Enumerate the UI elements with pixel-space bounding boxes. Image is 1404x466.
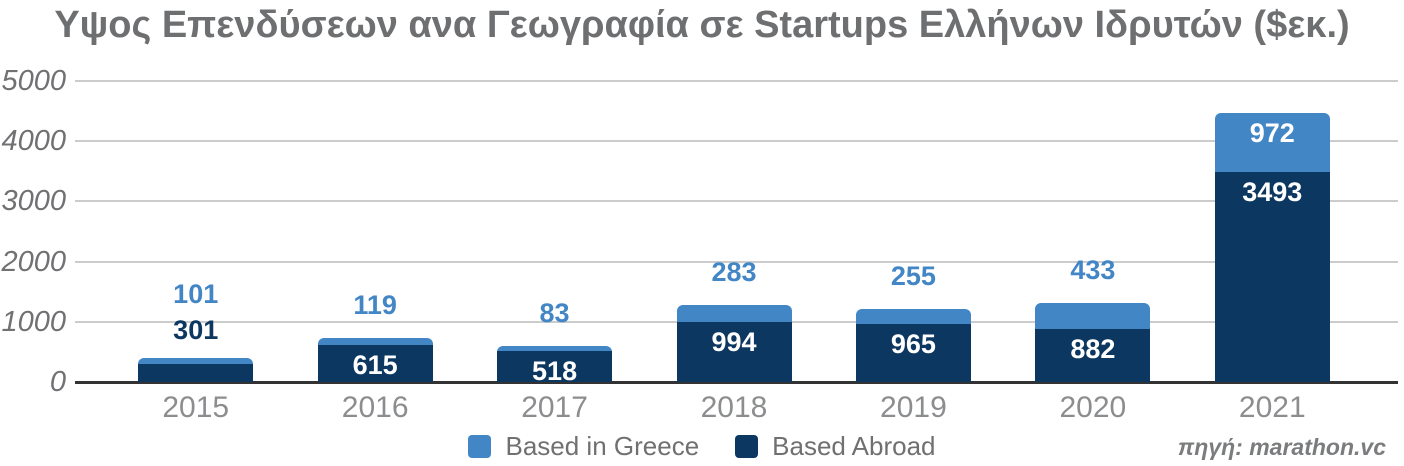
x-axis-tick-label: 2015 [162,391,230,424]
y-axis-tick-label: 1000 [1,305,66,338]
stacked-bar [138,358,254,382]
segment-based-in-greece [138,358,254,364]
legend-swatch [468,434,492,458]
value-label-abroad: 615 [352,350,398,380]
x-axis-tick-label: 2021 [1238,391,1306,424]
segment-based-abroad: 3493 [1214,172,1330,382]
gridline [75,140,1398,143]
segment-based-in-greece [317,338,433,345]
gridline [75,80,1398,82]
gridline [75,200,1398,203]
x-axis-tick-label: 2019 [880,391,947,424]
value-label-greece: 119 [353,290,397,320]
stacked-bar: 882 [1035,303,1151,382]
segment-based-abroad: 615 [317,345,433,382]
source-credit: πηγή: marathon.vc [1177,434,1386,460]
value-label-greece: 83 [539,298,570,328]
segment-based-abroad: 882 [1035,329,1151,382]
stacked-bar: 518 [497,346,613,383]
value-label-greece: 972 [1249,118,1295,148]
value-label-greece: 101 [173,279,219,309]
value-label-abroad: 3493 [1242,177,1303,207]
y-axis-tick-label: 2000 [1,245,66,278]
x-axis-tick-label: 2016 [341,391,409,424]
legend: Based in Greece Based Abroad [0,433,1404,459]
segment-based-in-greece: 972 [1214,113,1330,172]
segment-based-in-greece [676,305,792,322]
segment-based-in-greece [497,346,613,351]
segment-based-in-greece [1035,303,1151,329]
value-label-greece: 433 [1070,255,1116,285]
stacked-bar: 965 [855,309,971,382]
legend-item: Based Abroad [735,431,936,461]
legend-label: Based in Greece [505,431,700,461]
value-label-abroad: 994 [711,327,757,357]
legend-item: Based in Greece [468,433,699,459]
legend-swatch [735,434,759,458]
x-axis-tick-label: 2018 [700,391,768,424]
value-label-abroad: 301 [173,315,219,345]
segment-based-in-greece [855,309,971,324]
x-axis-tick-label: 2020 [1059,391,1127,424]
value-label-abroad: 882 [1070,334,1116,364]
x-axis-tick-label: 2017 [521,391,588,424]
stacked-bar: 615 [317,338,433,382]
y-axis-tick-label: 0 [49,366,66,398]
value-label-greece: 283 [711,257,757,287]
y-axis-tick-label: 5000 [1,65,66,97]
segment-based-abroad: 965 [855,324,971,382]
segment-based-abroad: 994 [676,322,792,382]
y-axis-tick-label: 3000 [1,185,66,218]
gridline [75,260,1398,263]
x-axis-line [75,381,1398,384]
value-label-greece: 255 [890,261,936,291]
value-label-abroad: 965 [890,329,936,359]
y-axis-tick-label: 4000 [1,125,66,158]
legend-label: Based Abroad [772,431,936,461]
stacked-bar: 994 [676,305,792,382]
chart-title: Υψος Επενδύσεων ανα Γεωγραφία σε Startup… [54,4,1350,46]
segment-based-abroad [138,364,254,382]
stacked-bar: 972 3493 [1214,113,1330,382]
segment-based-abroad: 518 [497,351,613,383]
value-label-abroad: 518 [532,356,578,383]
